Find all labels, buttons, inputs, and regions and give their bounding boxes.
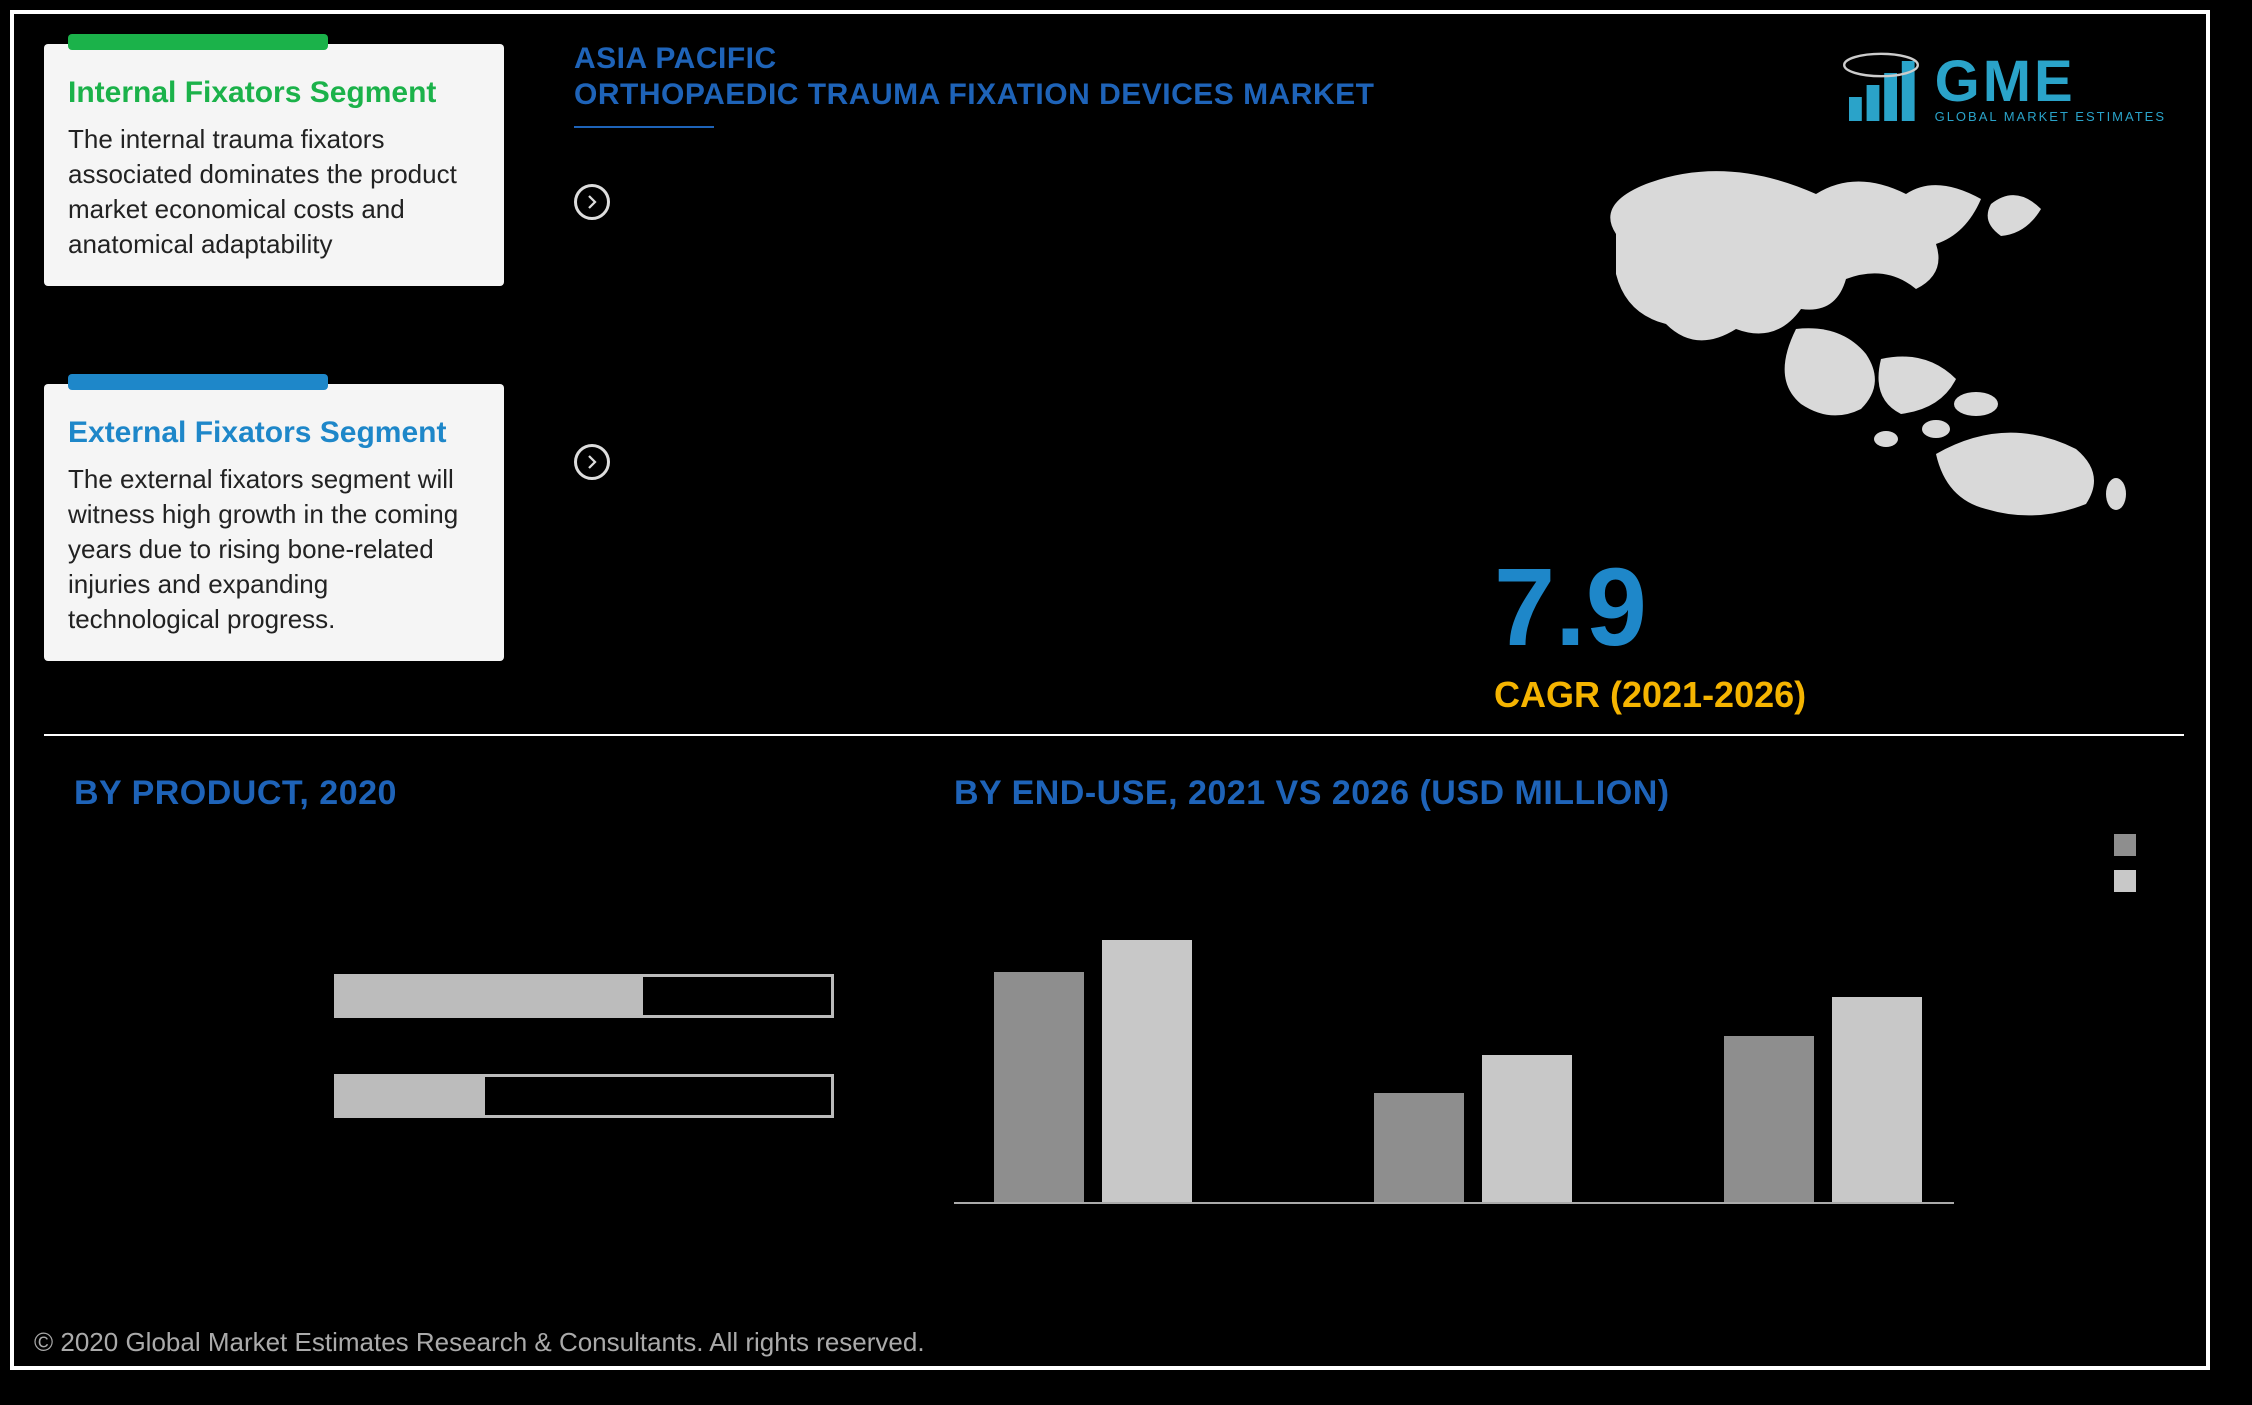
legend-item-2021: [2114, 834, 2136, 856]
card-internal-fixators: Internal Fixators Segment The internal t…: [44, 44, 504, 286]
legend-swatch: [2114, 870, 2136, 892]
enduse-bar-2026: [1102, 940, 1192, 1202]
enduse-legend: [2114, 834, 2136, 892]
section-title-product: BY PRODUCT, 2020: [74, 774, 397, 813]
section-title-enduse: BY END-USE, 2021 VS 2026 (USD MILLION): [954, 774, 1670, 813]
card-body: The internal trauma fixators associated …: [68, 122, 480, 262]
header-market: ORTHOPAEDIC TRAUMA FIXATION DEVICES MARK…: [574, 78, 1374, 112]
copyright-text: © 2020 Global Market Estimates Research …: [34, 1327, 925, 1358]
logo-icon: [1841, 49, 1921, 129]
card-title: Internal Fixators Segment: [68, 76, 480, 110]
cagr-value: 7.9: [1494, 544, 1647, 671]
logo-text: GME: [1935, 54, 2076, 109]
card-accent: [68, 34, 328, 50]
hbar-track: [334, 974, 834, 1018]
enduse-bar-chart: [954, 884, 1954, 1204]
hbar-fill: [337, 1077, 485, 1115]
chevron-right-icon: [574, 444, 610, 480]
section-divider: [44, 734, 2184, 736]
card-title: External Fixators Segment: [68, 416, 480, 450]
enduse-bar-2021: [1374, 1093, 1464, 1202]
card-external-fixators: External Fixators Segment The external f…: [44, 384, 504, 661]
asia-pacific-map-icon: [1586, 164, 2146, 524]
logo-subtext: GLOBAL MARKET ESTIMATES: [1935, 109, 2166, 124]
enduse-bar-2026: [1832, 997, 1922, 1202]
legend-swatch: [2114, 834, 2136, 856]
hbar-track: [334, 1074, 834, 1118]
chart-baseline: [954, 1202, 1954, 1204]
enduse-bar-2021: [1724, 1036, 1814, 1202]
card-body: The external fixators segment will witne…: [68, 462, 480, 637]
legend-item-2026: [2114, 870, 2136, 892]
hbar-fill: [337, 977, 643, 1015]
infographic-frame: Internal Fixators Segment The internal t…: [10, 10, 2210, 1370]
cagr-label: CAGR (2021-2026): [1494, 674, 1806, 716]
header-underline: [574, 126, 714, 128]
header-region: ASIA PACIFIC: [574, 42, 777, 76]
gme-logo: GME GLOBAL MARKET ESTIMATES: [1746, 34, 2166, 144]
chevron-right-icon: [574, 184, 610, 220]
card-accent: [68, 374, 328, 390]
enduse-bar-2021: [994, 972, 1084, 1202]
enduse-bar-2026: [1482, 1055, 1572, 1202]
